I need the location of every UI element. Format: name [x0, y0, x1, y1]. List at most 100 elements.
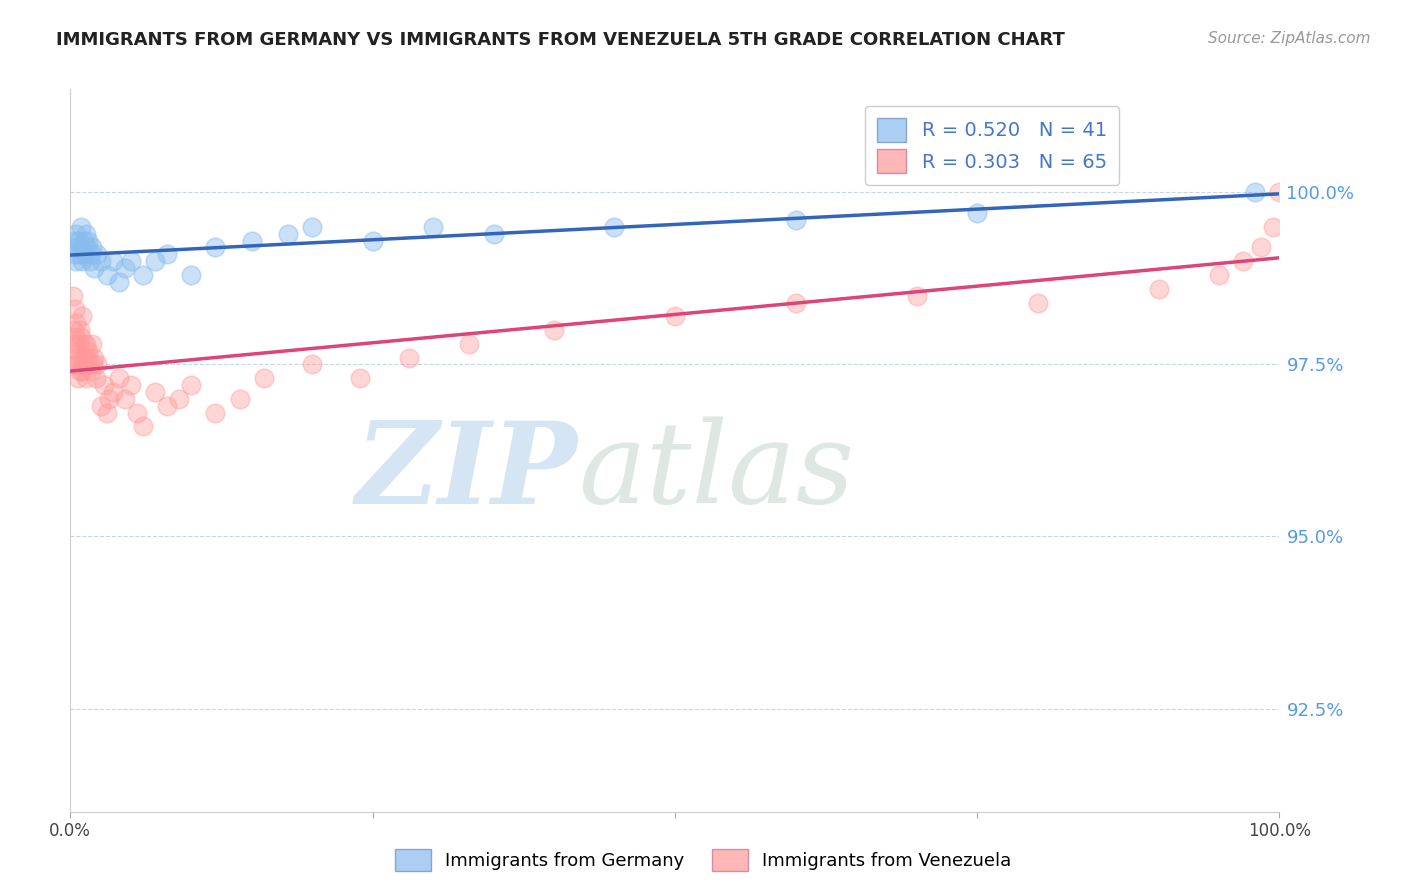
- Point: [79, 254, 101, 268]
- Point: [966, 206, 988, 220]
- Point: [1268, 186, 1291, 200]
- Point: [67, 358, 90, 372]
- Point: [1244, 186, 1267, 200]
- Point: [65, 254, 87, 268]
- Point: [132, 419, 155, 434]
- Text: atlas: atlas: [578, 417, 855, 527]
- Point: [458, 336, 481, 351]
- Point: [1208, 268, 1230, 282]
- Point: [90, 254, 111, 268]
- Legend: Immigrants from Germany, Immigrants from Venezuela: Immigrants from Germany, Immigrants from…: [388, 842, 1018, 879]
- Point: [398, 351, 420, 365]
- Point: [69, 323, 91, 337]
- Point: [67, 234, 90, 248]
- Point: [80, 247, 103, 261]
- Point: [84, 371, 107, 385]
- Text: Source: ZipAtlas.com: Source: ZipAtlas.com: [1208, 31, 1371, 46]
- Point: [167, 392, 190, 406]
- Point: [75, 336, 97, 351]
- Point: [72, 234, 94, 248]
- Point: [101, 254, 124, 268]
- Point: [72, 254, 94, 268]
- Point: [80, 240, 103, 254]
- Point: [62, 288, 84, 302]
- Point: [76, 351, 98, 365]
- Point: [603, 219, 626, 234]
- Point: [228, 392, 250, 406]
- Point: [301, 219, 323, 234]
- Point: [70, 219, 93, 234]
- Point: [1026, 295, 1049, 310]
- Point: [361, 234, 384, 248]
- Point: [75, 371, 97, 385]
- Point: [77, 343, 100, 358]
- Point: [905, 288, 928, 302]
- Point: [143, 254, 166, 268]
- Point: [96, 268, 118, 282]
- Point: [69, 247, 91, 261]
- Point: [86, 358, 108, 372]
- Point: [63, 323, 86, 337]
- Point: [67, 336, 90, 351]
- Point: [76, 240, 98, 254]
- Point: [70, 351, 93, 365]
- Text: IMMIGRANTS FROM GERMANY VS IMMIGRANTS FROM VENEZUELA 5TH GRADE CORRELATION CHART: IMMIGRANTS FROM GERMANY VS IMMIGRANTS FR…: [56, 31, 1066, 49]
- Point: [66, 343, 89, 358]
- Point: [72, 310, 94, 324]
- Point: [80, 364, 103, 378]
- Point: [65, 358, 87, 372]
- Point: [156, 399, 179, 413]
- Point: [1232, 254, 1254, 268]
- Point: [63, 247, 86, 261]
- Point: [101, 384, 124, 399]
- Point: [132, 268, 155, 282]
- Point: [69, 364, 91, 378]
- Point: [98, 392, 121, 406]
- Point: [120, 254, 142, 268]
- Point: [422, 219, 444, 234]
- Point: [93, 378, 115, 392]
- Point: [125, 406, 148, 420]
- Point: [63, 234, 86, 248]
- Point: [75, 227, 97, 241]
- Point: [349, 371, 371, 385]
- Point: [107, 275, 129, 289]
- Point: [277, 227, 299, 241]
- Point: [72, 364, 94, 378]
- Point: [107, 371, 129, 385]
- Point: [72, 351, 94, 365]
- Point: [72, 336, 94, 351]
- Point: [63, 336, 86, 351]
- Point: [65, 330, 87, 344]
- Point: [120, 378, 142, 392]
- Point: [65, 227, 87, 241]
- Point: [80, 336, 103, 351]
- Point: [90, 399, 111, 413]
- Point: [180, 378, 202, 392]
- Point: [785, 213, 807, 227]
- Point: [143, 384, 166, 399]
- Legend: R = 0.520   N = 41, R = 0.303   N = 65: R = 0.520 N = 41, R = 0.303 N = 65: [866, 106, 1119, 185]
- Point: [253, 371, 276, 385]
- Point: [66, 371, 89, 385]
- Point: [77, 234, 100, 248]
- Point: [82, 358, 104, 372]
- Point: [240, 234, 263, 248]
- Point: [114, 392, 136, 406]
- Point: [65, 316, 87, 330]
- Point: [785, 295, 807, 310]
- Point: [156, 247, 179, 261]
- Point: [543, 323, 565, 337]
- Point: [1263, 219, 1285, 234]
- Point: [482, 227, 505, 241]
- Point: [70, 330, 93, 344]
- Point: [63, 302, 86, 317]
- Point: [1147, 282, 1170, 296]
- Point: [73, 247, 96, 261]
- Point: [180, 268, 202, 282]
- Point: [96, 406, 118, 420]
- Point: [79, 358, 101, 372]
- Point: [204, 406, 226, 420]
- Point: [114, 261, 136, 276]
- Point: [1250, 240, 1272, 254]
